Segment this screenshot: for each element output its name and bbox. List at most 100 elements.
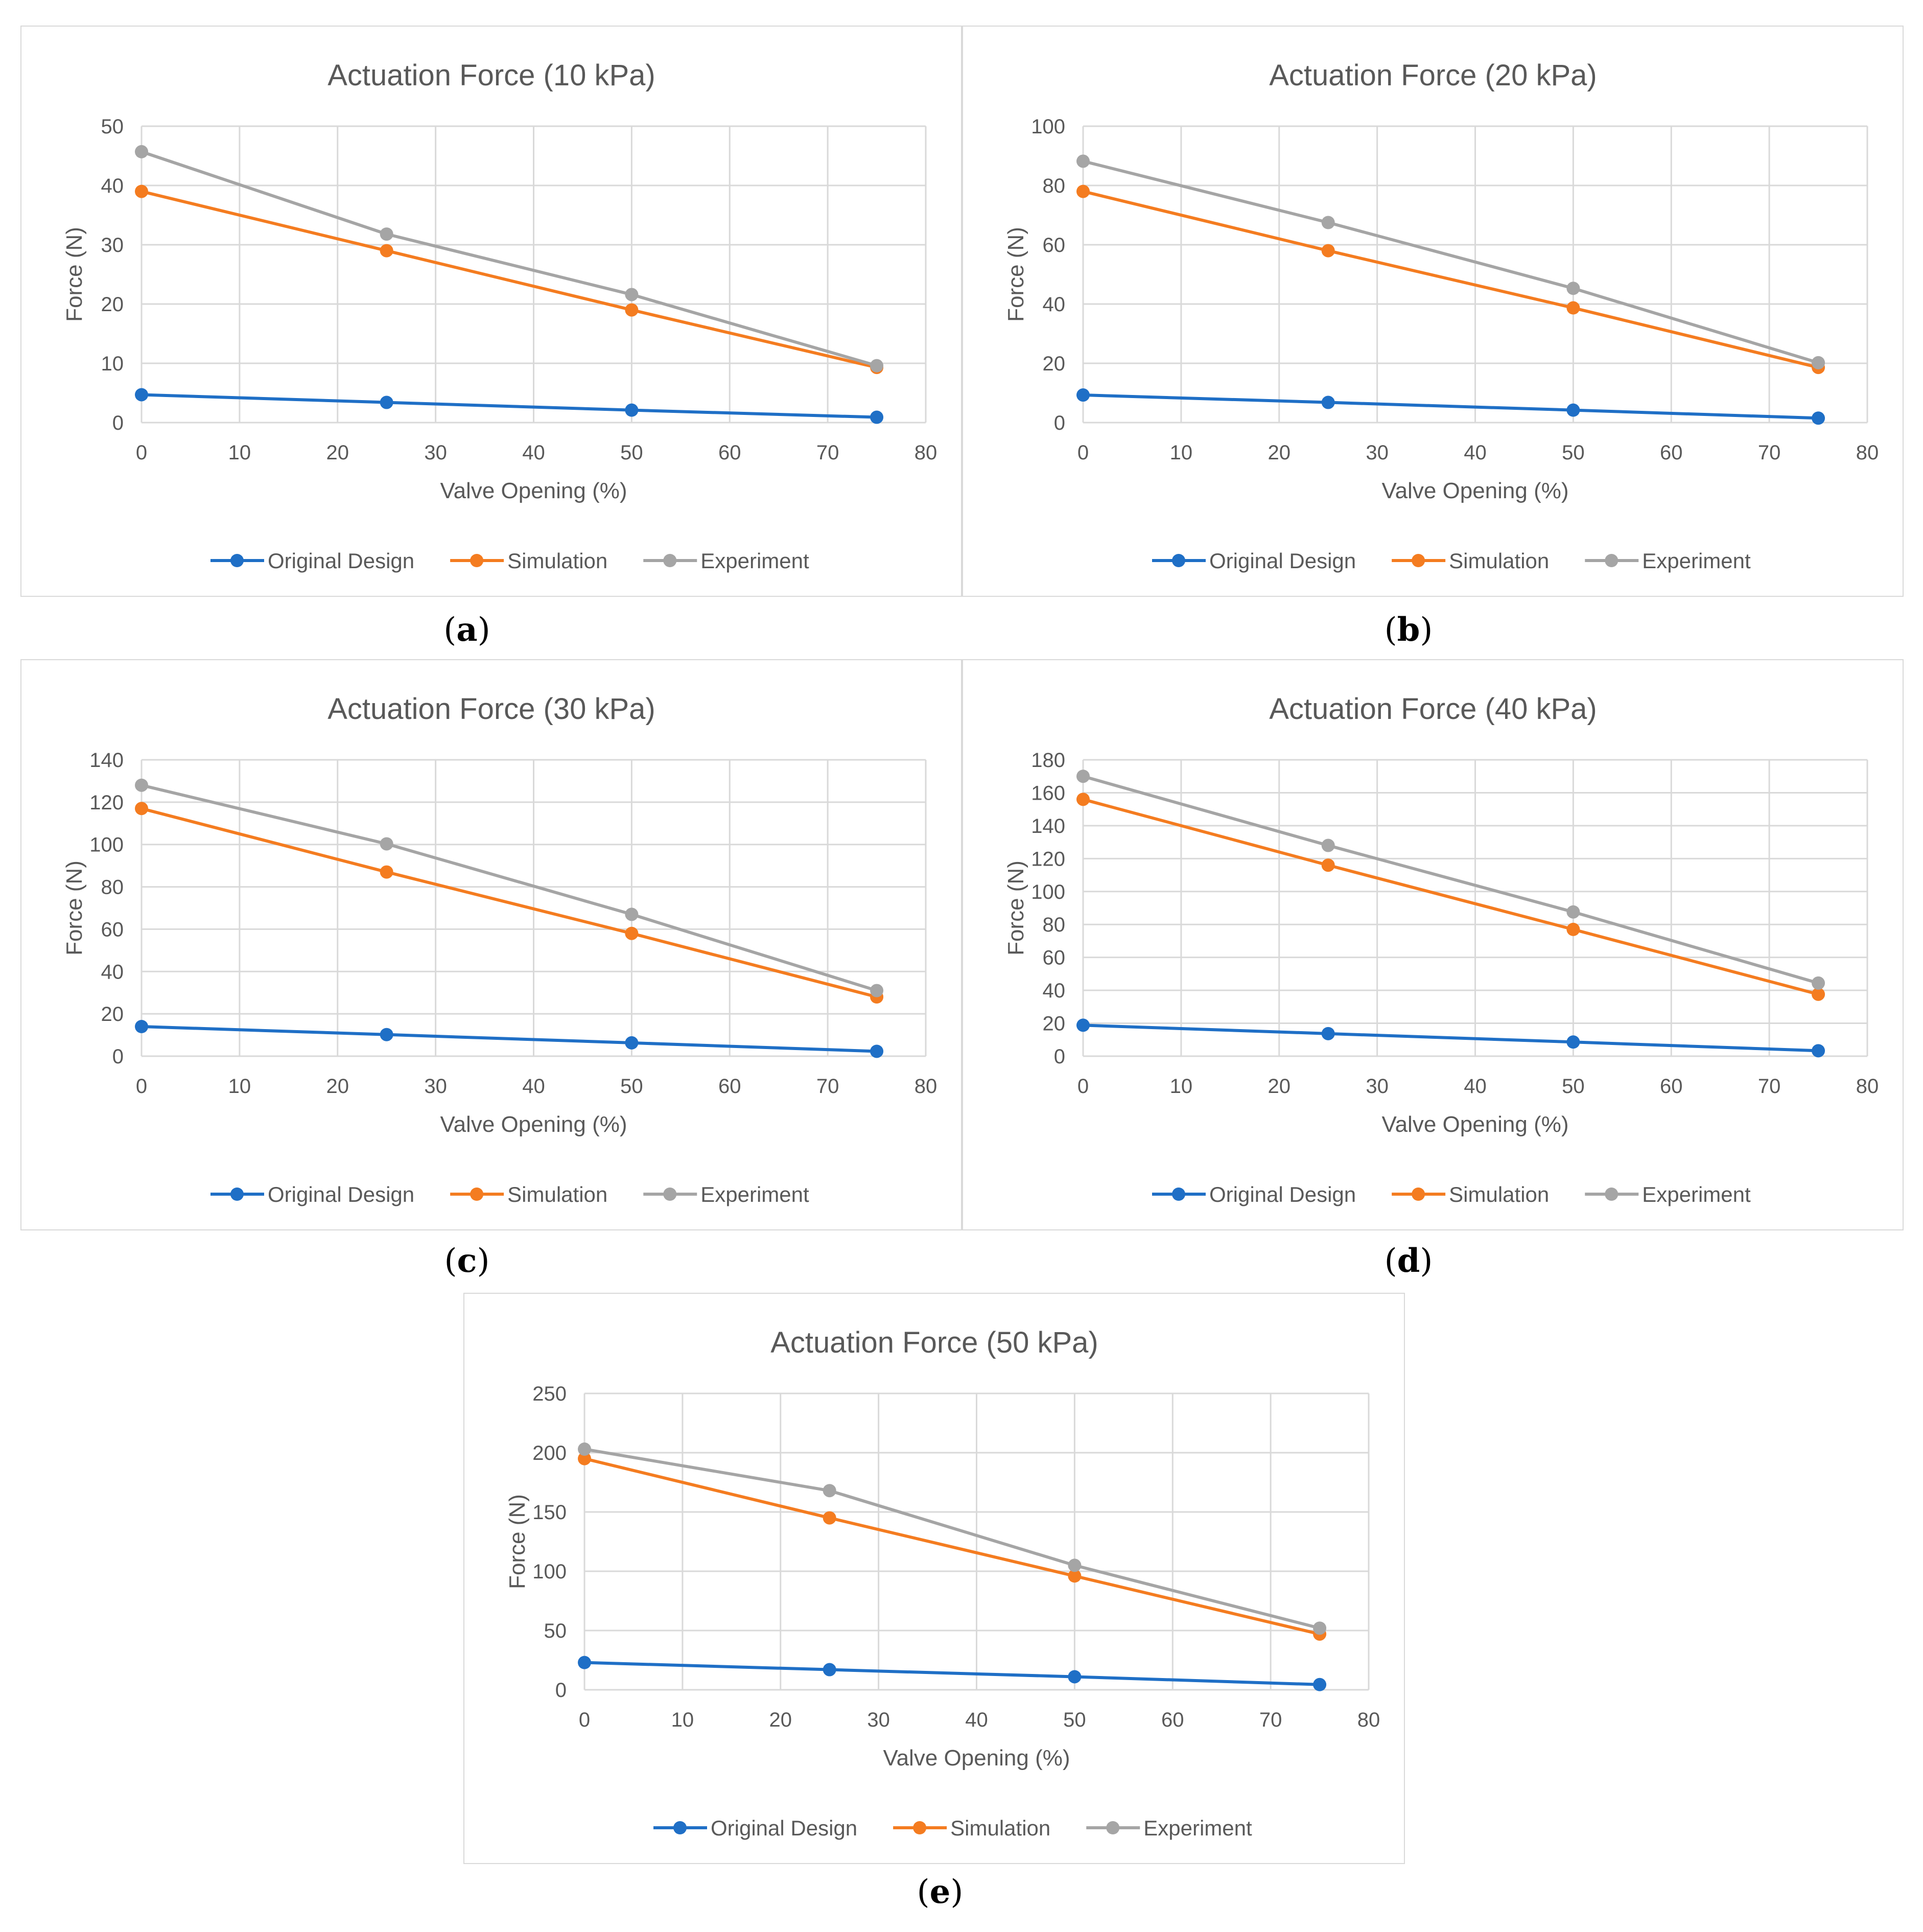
data-point: [1566, 922, 1580, 936]
x-tick-label: 50: [1562, 1075, 1585, 1098]
x-tick-label: 0: [1077, 441, 1089, 464]
x-tick-label: 30: [1366, 441, 1389, 464]
data-point: [870, 410, 884, 424]
panel-caption-b: (b): [1384, 611, 1433, 649]
x-tick-label: 20: [1268, 1075, 1291, 1098]
y-tick-label: 120: [89, 792, 124, 814]
x-tick-label: 10: [1170, 441, 1193, 464]
x-tick-label: 0: [136, 1075, 147, 1098]
data-point: [1076, 184, 1090, 198]
legend-entry: Experiment: [700, 1182, 809, 1206]
data-point: [870, 1044, 884, 1058]
y-tick-label: 60: [1043, 234, 1066, 257]
data-point: [1566, 1035, 1580, 1049]
data-point: [380, 244, 393, 258]
y-tick-label: 20: [101, 1003, 124, 1026]
caption-letter: e: [929, 1873, 951, 1911]
y-tick-label: 100: [1031, 115, 1065, 138]
x-tick-label: 10: [671, 1709, 694, 1731]
data-point: [1321, 216, 1335, 229]
legend-swatch-marker: [1412, 1188, 1425, 1201]
y-tick-label: 100: [532, 1561, 567, 1583]
data-point: [380, 1028, 393, 1041]
x-axis-label: Valve Opening (%): [440, 1112, 627, 1137]
y-tick-label: 0: [1054, 412, 1065, 434]
x-tick-label: 40: [1464, 441, 1487, 464]
series-line: [584, 1457, 1320, 1636]
x-tick-label: 30: [1366, 1075, 1389, 1098]
x-tick-label: 80: [1357, 1709, 1380, 1731]
x-tick-label: 30: [867, 1709, 890, 1731]
y-tick-label: 0: [112, 1045, 124, 1068]
data-point: [1068, 1558, 1082, 1572]
y-tick-label: 80: [101, 876, 124, 899]
y-axis-label: Force (N): [62, 227, 87, 322]
x-axis-label: Valve Opening (%): [883, 1745, 1070, 1771]
y-tick-label: 80: [1043, 914, 1066, 936]
data-point: [870, 984, 884, 997]
y-tick-label: 60: [101, 918, 124, 941]
x-tick-label: 60: [1660, 1075, 1683, 1098]
chart-title: Actuation Force (10 kPa): [327, 59, 655, 92]
x-tick-label: 10: [1170, 1075, 1193, 1098]
x-tick-label: 60: [1161, 1709, 1184, 1731]
y-tick-label: 120: [1031, 848, 1065, 870]
caption-letter: a: [456, 611, 478, 649]
data-point: [1812, 1044, 1825, 1058]
series-line: [141, 393, 877, 419]
legend-entry: Simulation: [1449, 549, 1549, 573]
panel-caption-d: (d): [1384, 1242, 1433, 1280]
data-point: [1313, 1678, 1327, 1691]
x-tick-label: 20: [326, 1075, 349, 1098]
chart-svg: Actuation Force (10 kPa) 0 10 20 30 40 50 0 10 20…: [62, 59, 937, 573]
data-point: [1566, 905, 1580, 919]
data-point: [1321, 1027, 1335, 1040]
x-tick-label: 50: [1063, 1709, 1086, 1731]
x-tick-label: 70: [816, 441, 839, 464]
y-tick-label: 40: [1043, 980, 1066, 1002]
y-tick-label: 40: [101, 961, 124, 983]
data-point: [578, 1656, 591, 1669]
legend-swatch-marker: [1106, 1821, 1120, 1834]
data-point: [1076, 793, 1090, 806]
y-axis-label: Force (N): [62, 860, 87, 956]
data-point: [625, 907, 639, 921]
legend-swatch-marker: [1172, 1188, 1185, 1201]
x-tick-label: 70: [1758, 1075, 1781, 1098]
y-tick-label: 80: [1043, 175, 1066, 197]
data-point: [625, 1036, 639, 1050]
x-tick-label: 0: [136, 441, 147, 464]
data-point: [1321, 244, 1335, 258]
x-tick-label: 70: [1758, 441, 1781, 464]
y-tick-label: 20: [101, 293, 124, 316]
series-line: [1083, 190, 1819, 369]
x-tick-label: 70: [1259, 1709, 1282, 1731]
legend-swatch-marker: [470, 554, 484, 567]
data-point: [1076, 388, 1090, 402]
data-point: [1321, 858, 1335, 872]
data-point: [823, 1663, 836, 1677]
x-tick-label: 80: [914, 441, 937, 464]
data-point: [380, 865, 393, 879]
data-point: [578, 1452, 591, 1465]
y-tick-label: 160: [1031, 782, 1065, 804]
data-point: [1076, 770, 1090, 783]
y-axis-label: Force (N): [1003, 860, 1028, 956]
x-tick-label: 80: [1856, 441, 1879, 464]
x-tick-label: 40: [1464, 1075, 1487, 1098]
caption-letter: b: [1397, 611, 1420, 649]
legend-entry: Simulation: [507, 549, 607, 573]
y-tick-label: 140: [89, 749, 124, 772]
data-point: [1068, 1569, 1082, 1583]
data-point: [625, 403, 639, 417]
x-tick-label: 70: [816, 1075, 839, 1098]
chart-svg: Actuation Force (50 kPa) 0 50 100 150 200 250 0…: [505, 1326, 1380, 1840]
series-line: [1083, 159, 1819, 364]
legend-swatch-marker: [230, 554, 244, 567]
x-tick-label: 10: [228, 1075, 251, 1098]
chart-panel-a: Actuation Force (10 kPa) 0 10 20 30 40 50 0 10 20…: [20, 26, 962, 597]
x-tick-label: 0: [1077, 1075, 1089, 1098]
data-point: [380, 395, 393, 409]
y-tick-label: 180: [1031, 749, 1065, 772]
panel-caption-a: (a): [443, 611, 490, 649]
